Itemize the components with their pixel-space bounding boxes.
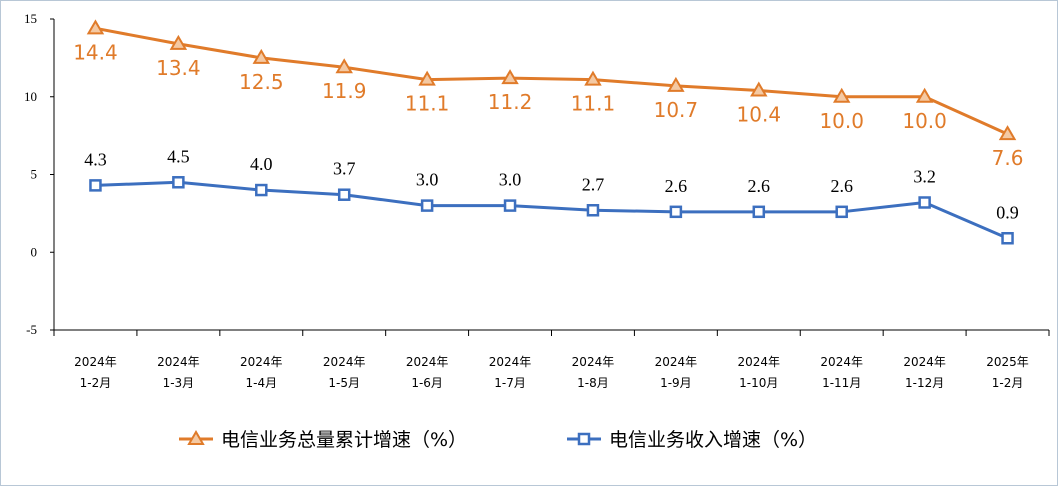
x-tick-label-year: 2024年 bbox=[655, 355, 698, 369]
triangle-marker bbox=[418, 70, 436, 86]
x-tick-label-year: 2024年 bbox=[157, 355, 200, 369]
square-marker bbox=[89, 179, 102, 192]
x-tick-label-year: 2024年 bbox=[323, 355, 366, 369]
x-tick-label-year: 2024年 bbox=[820, 355, 863, 369]
triangle-marker bbox=[169, 34, 188, 50]
x-tick-label-year: 2024年 bbox=[489, 355, 532, 369]
data-label: 3.0 bbox=[499, 170, 522, 190]
series-layer: 14.4 13.4 12.5 11.9 11.1 11.2 11.1 10.7 10.4 10.0… bbox=[73, 19, 1024, 245]
series-line bbox=[95, 180, 1009, 240]
data-label: 2.7 bbox=[582, 174, 605, 194]
legend-triangle-marker bbox=[187, 430, 205, 445]
legend: 电信业务总量累计增速（%） 电信业务收入增速（%） bbox=[179, 429, 817, 451]
y-tick-label: 15 bbox=[24, 11, 37, 26]
triangle-marker bbox=[86, 19, 105, 35]
x-tick-label-period: 1-11月 bbox=[822, 376, 861, 390]
x-tick-label-period: 1-2月 bbox=[80, 376, 112, 390]
triangle-marker bbox=[584, 70, 602, 86]
data-label: 13.4 bbox=[156, 56, 201, 80]
data-label: 2.6 bbox=[748, 176, 771, 196]
series-1: 14.4 13.4 12.5 11.9 11.1 11.2 11.1 10.7 10.4 10.0… bbox=[73, 19, 1024, 170]
square-marker bbox=[420, 199, 434, 212]
data-label: 10.7 bbox=[654, 98, 699, 122]
data-label: 0.9 bbox=[996, 202, 1019, 222]
x-tick-label-year: 2024年 bbox=[240, 355, 283, 369]
series-2: 4.3 4.5 4.0 3.7 3.0 3.0 2.7 2.6 2.6 2.6 3.2 0.9 bbox=[84, 146, 1019, 245]
data-label: 3.2 bbox=[913, 166, 936, 186]
legend-label: 电信业务总量累计增速（%） bbox=[221, 429, 467, 451]
x-tick-label-period: 1-3月 bbox=[163, 376, 195, 390]
x-axis-ticks: 2024年 1-2月 2024年 1-3月 2024年 1-4月 2024年 1-5月 2024… bbox=[53, 330, 1050, 390]
x-tick-label-period: 1-6月 bbox=[411, 376, 443, 390]
data-label: 4.3 bbox=[84, 149, 107, 169]
legend-item-1: 电信业务总量累计增速（%） bbox=[179, 429, 467, 451]
legend-square-marker bbox=[577, 432, 591, 446]
data-label: 11.9 bbox=[322, 79, 367, 103]
x-tick-label-year: 2025年 bbox=[986, 355, 1029, 369]
square-marker bbox=[172, 176, 185, 189]
data-label: 3.0 bbox=[416, 170, 439, 190]
data-label: 2.6 bbox=[665, 176, 688, 196]
data-label: 7.6 bbox=[992, 146, 1024, 170]
data-label: 10.0 bbox=[902, 109, 947, 133]
data-label: 10.0 bbox=[819, 109, 864, 133]
x-tick-label-year: 2024年 bbox=[738, 355, 781, 369]
data-label: 12.5 bbox=[239, 70, 284, 94]
legend-label: 电信业务收入增速（%） bbox=[609, 429, 817, 451]
x-tick-label-year: 2024年 bbox=[406, 355, 449, 369]
square-marker bbox=[337, 188, 351, 201]
square-marker bbox=[752, 205, 766, 219]
square-marker bbox=[669, 205, 683, 219]
data-label: 2.6 bbox=[830, 176, 853, 196]
x-tick-label-period: 1-9月 bbox=[660, 376, 692, 390]
data-label: 11.1 bbox=[571, 92, 616, 116]
y-tick-label: 10 bbox=[24, 89, 37, 104]
triangle-marker bbox=[667, 76, 685, 92]
axes bbox=[53, 19, 1049, 331]
x-tick-label-period: 1-10月 bbox=[739, 376, 778, 390]
x-tick-label-period: 1-8月 bbox=[577, 376, 609, 390]
square-marker bbox=[586, 204, 600, 217]
x-tick-label-period: 1-7月 bbox=[494, 376, 526, 390]
square-marker bbox=[835, 205, 848, 219]
data-label: 11.2 bbox=[488, 90, 533, 114]
triangle-marker bbox=[252, 48, 271, 64]
square-marker bbox=[255, 183, 268, 197]
data-label: 14.4 bbox=[73, 40, 118, 64]
y-tick-label: 5 bbox=[31, 167, 38, 182]
triangle-marker bbox=[998, 125, 1017, 141]
x-tick-label-period: 1-5月 bbox=[328, 376, 360, 390]
triangle-marker bbox=[832, 87, 851, 103]
legend-item-2: 电信业务收入增速（%） bbox=[567, 429, 817, 451]
triangle-marker bbox=[335, 58, 353, 74]
triangle-marker bbox=[750, 81, 768, 97]
triangle-marker bbox=[915, 87, 934, 103]
data-label: 4.5 bbox=[167, 146, 190, 166]
series-line bbox=[95, 26, 1009, 136]
y-tick-label: 0 bbox=[31, 244, 38, 259]
square-marker bbox=[1001, 232, 1014, 245]
data-label: 3.7 bbox=[333, 159, 356, 179]
triangle-marker bbox=[501, 69, 519, 85]
square-marker bbox=[503, 199, 517, 212]
data-label: 4.0 bbox=[250, 154, 273, 174]
y-tick-label: -5 bbox=[26, 322, 37, 337]
x-tick-label-period: 1-4月 bbox=[245, 376, 277, 390]
square-marker bbox=[918, 196, 931, 209]
x-tick-label-year: 2024年 bbox=[903, 355, 946, 369]
x-tick-label-year: 2024年 bbox=[74, 355, 117, 369]
y-axis-ticks: 15 10 5 0 -5 bbox=[24, 11, 54, 337]
data-label: 10.4 bbox=[737, 103, 782, 127]
data-label: 11.1 bbox=[405, 92, 450, 116]
x-tick-label-period: 1-2月 bbox=[992, 376, 1024, 390]
x-tick-label-period: 1-12月 bbox=[905, 376, 944, 390]
x-tick-label-year: 2024年 bbox=[572, 355, 615, 369]
